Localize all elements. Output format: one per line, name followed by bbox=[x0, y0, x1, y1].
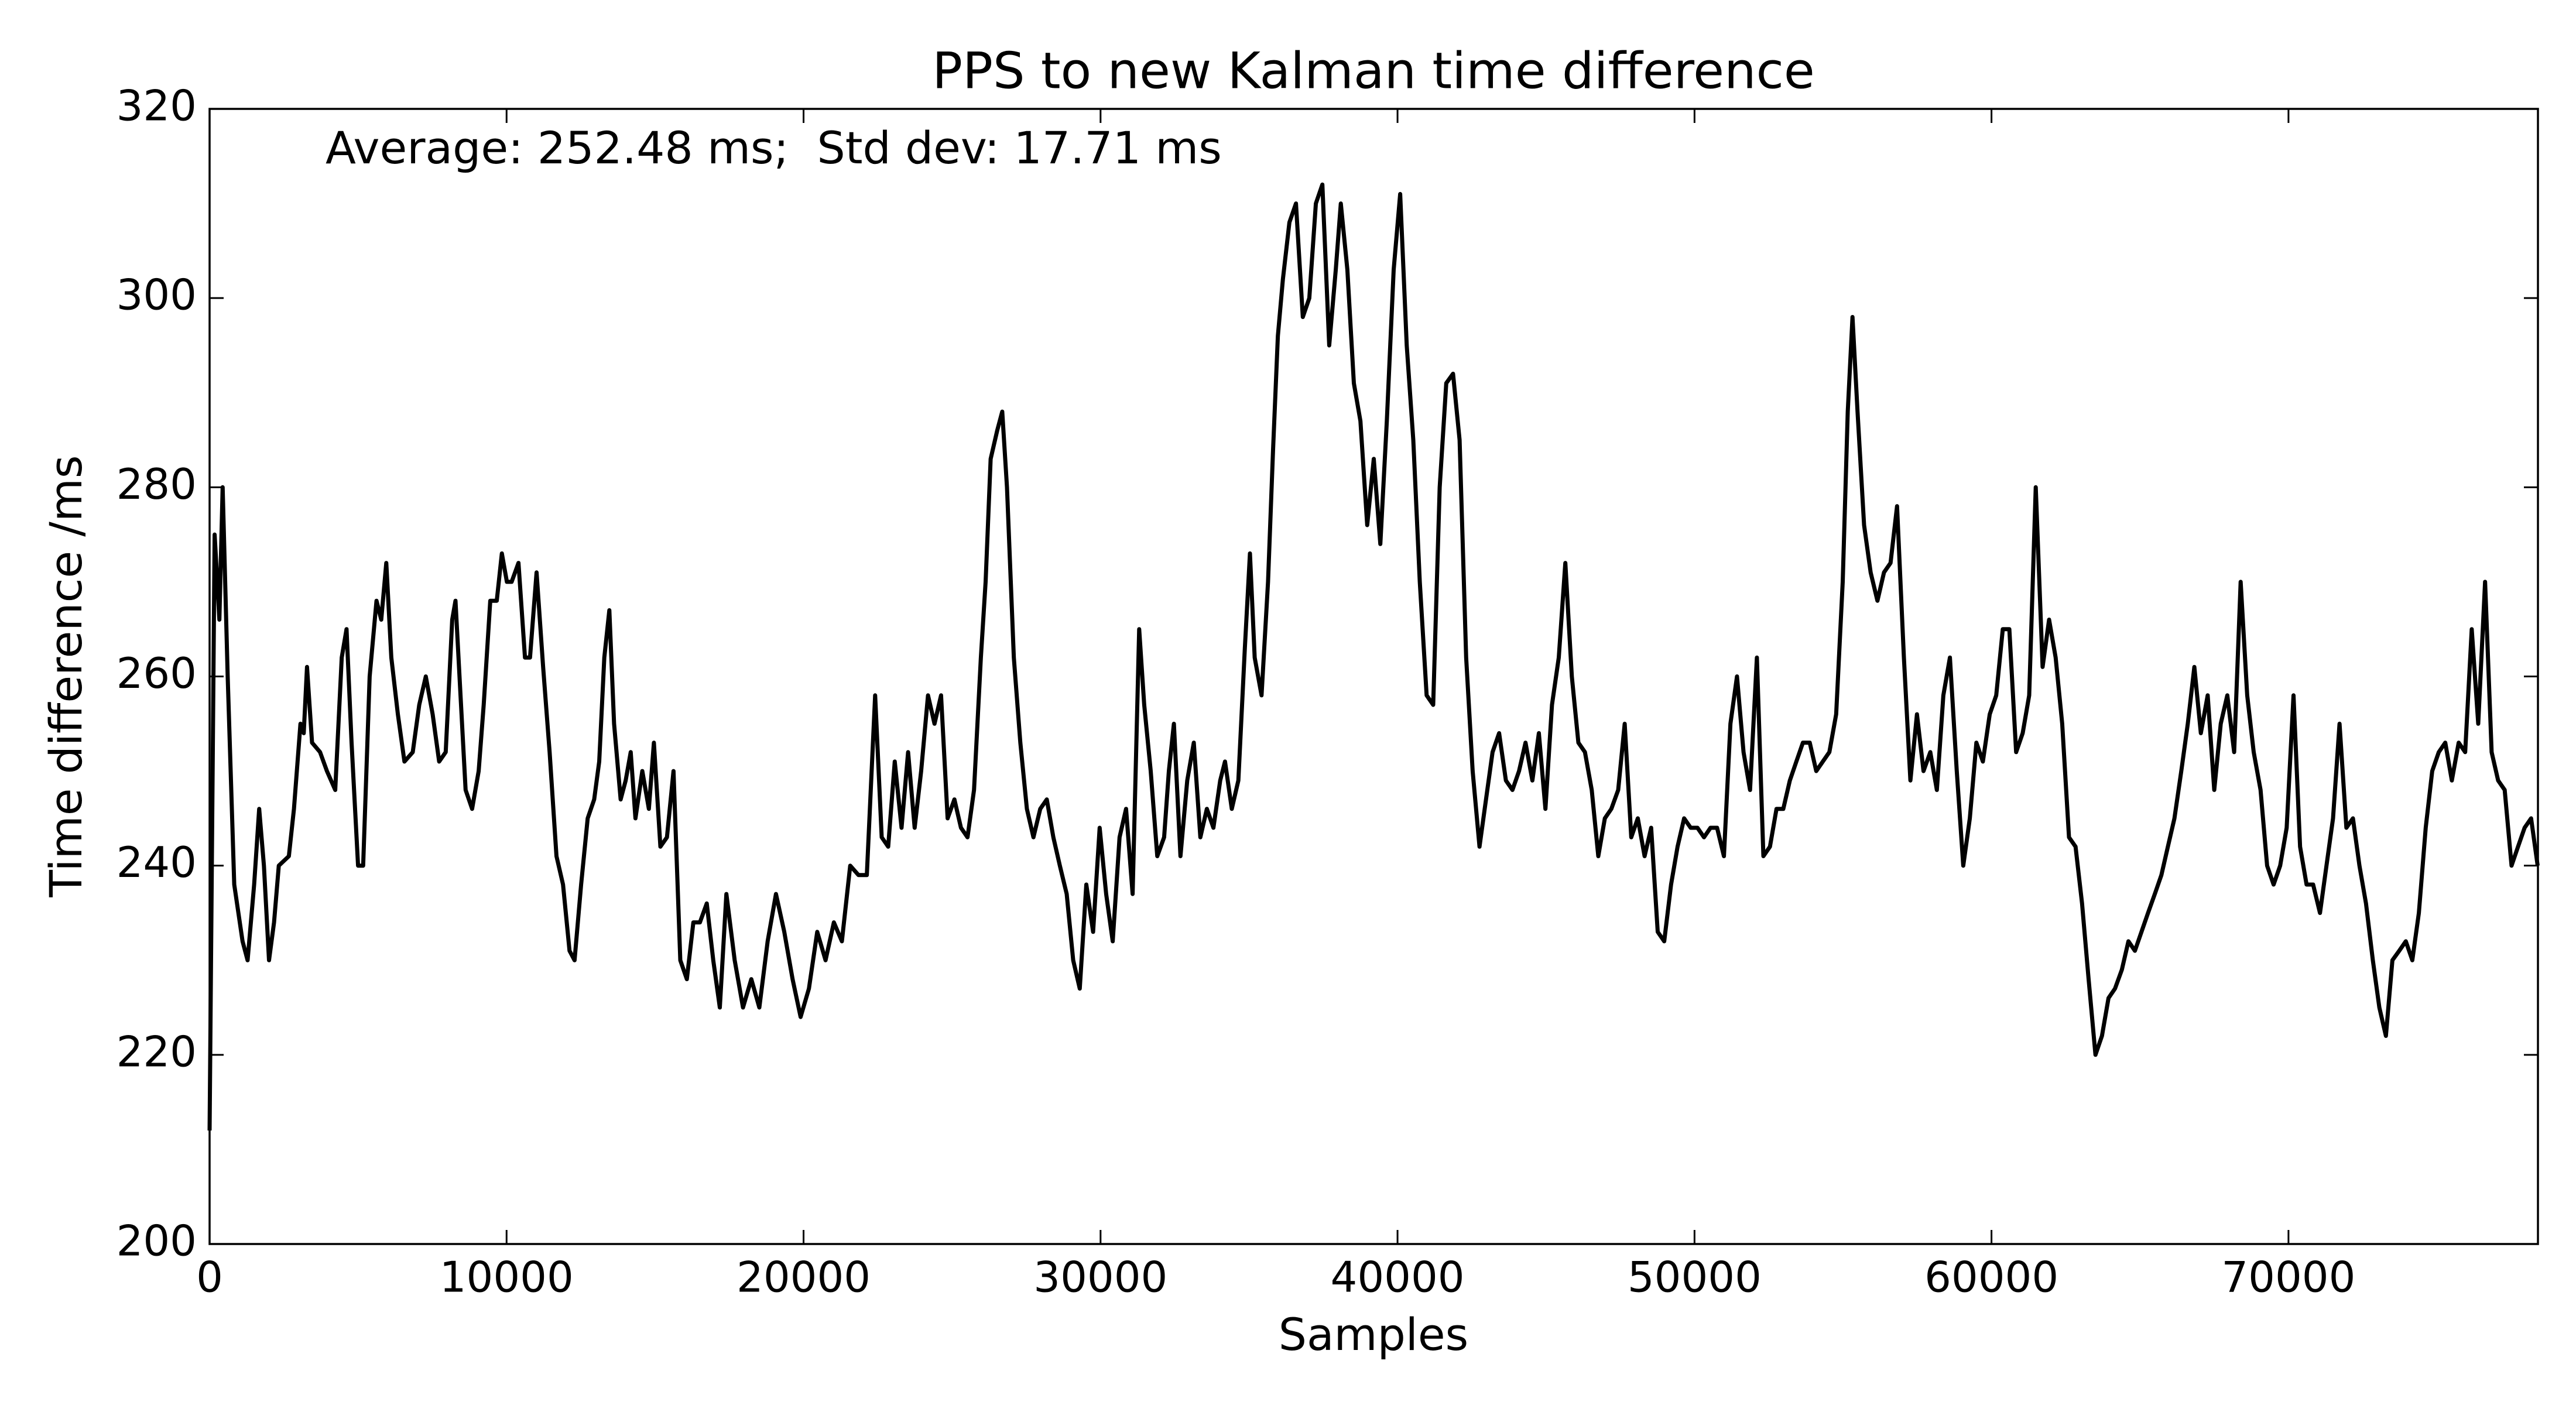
data-line bbox=[207, 182, 2540, 1131]
y-tick-label: 200 bbox=[117, 1216, 197, 1266]
y-tick-label: 240 bbox=[117, 838, 197, 887]
y-axis-label: Time difference /ms bbox=[40, 455, 92, 897]
x-tick-label: 30000 bbox=[1033, 1253, 1167, 1302]
x-tick-label: 40000 bbox=[1331, 1253, 1465, 1302]
annotation: Average: 252.48 ms; Std dev: 17.71 ms bbox=[326, 122, 1222, 174]
y-tick-label: 300 bbox=[117, 270, 197, 320]
chart-title: PPS to new Kalman time difference bbox=[932, 42, 1815, 100]
y-tick-label: 320 bbox=[117, 81, 197, 131]
x-axis-label: Samples bbox=[1279, 1308, 1469, 1361]
x-tick-label: 10000 bbox=[440, 1253, 574, 1302]
x-tick-label: 60000 bbox=[1924, 1253, 2058, 1302]
x-tick-label: 20000 bbox=[737, 1253, 871, 1302]
y-tick-label: 220 bbox=[117, 1027, 197, 1076]
x-tick-label: 0 bbox=[196, 1253, 223, 1302]
y-tick-label: 260 bbox=[117, 649, 197, 698]
plot-frame bbox=[208, 108, 2539, 1245]
x-tick-label: 50000 bbox=[1628, 1253, 1762, 1302]
y-tick-label: 280 bbox=[117, 460, 197, 509]
x-tick-label: 70000 bbox=[2221, 1253, 2355, 1302]
